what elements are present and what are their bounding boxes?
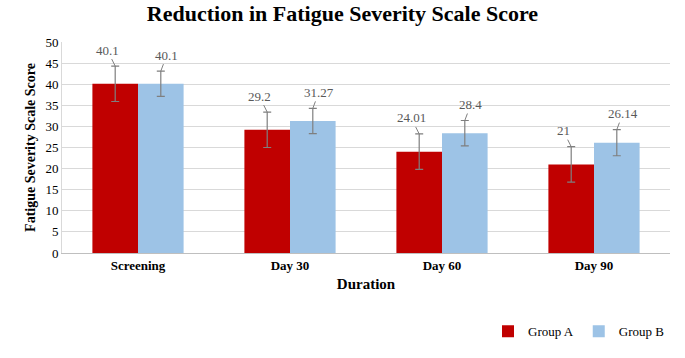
svg-text:50: 50 xyxy=(45,35,58,50)
svg-text:35: 35 xyxy=(45,98,58,113)
svg-text:Fatigue Severity Scale Score: Fatigue Severity Scale Score xyxy=(23,63,38,232)
svg-text:30: 30 xyxy=(45,119,58,134)
svg-text:21: 21 xyxy=(557,123,570,138)
svg-text:20: 20 xyxy=(45,161,58,176)
svg-text:24.01: 24.01 xyxy=(397,110,426,125)
svg-text:25: 25 xyxy=(45,140,58,155)
svg-text:40.1: 40.1 xyxy=(96,43,119,58)
svg-text:Group B: Group B xyxy=(619,324,664,339)
svg-text:0: 0 xyxy=(52,246,59,261)
svg-text:15: 15 xyxy=(45,182,58,197)
svg-text:Day 90: Day 90 xyxy=(575,258,614,273)
svg-text:Duration: Duration xyxy=(337,276,396,292)
svg-text:29.2: 29.2 xyxy=(248,89,271,104)
svg-text:28.4: 28.4 xyxy=(459,97,482,112)
svg-text:Day 30: Day 30 xyxy=(271,258,310,273)
svg-text:40: 40 xyxy=(45,77,58,92)
svg-text:10: 10 xyxy=(45,203,58,218)
svg-text:Reduction in Fatigue Severity: Reduction in Fatigue Severity Scale Scor… xyxy=(147,1,538,26)
svg-text:40.1: 40.1 xyxy=(155,48,178,63)
svg-text:26.14: 26.14 xyxy=(608,106,638,121)
svg-text:31.27: 31.27 xyxy=(304,85,334,100)
svg-text:45: 45 xyxy=(45,56,58,71)
svg-text:Group A: Group A xyxy=(528,324,574,339)
svg-text:Day 60: Day 60 xyxy=(423,258,462,273)
svg-text:5: 5 xyxy=(52,224,59,239)
svg-text:Screening: Screening xyxy=(111,258,166,273)
